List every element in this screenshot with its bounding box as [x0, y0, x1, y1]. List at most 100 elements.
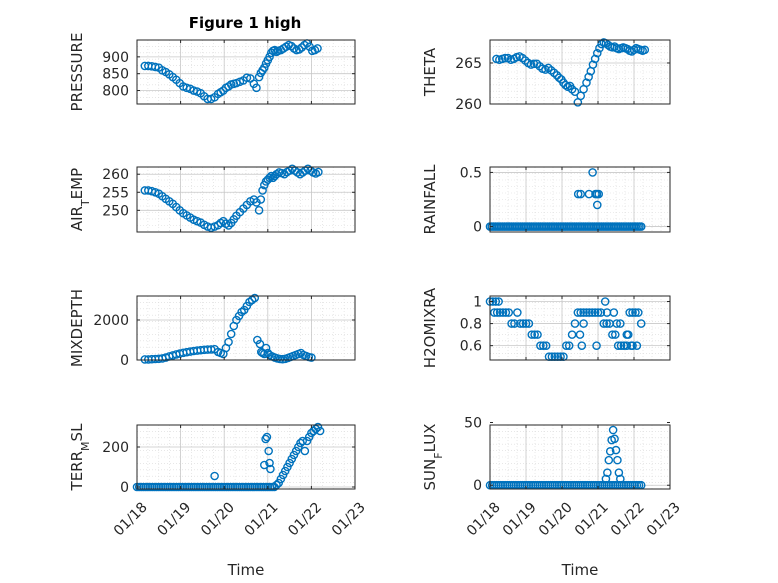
data-point — [587, 308, 597, 317]
data-point — [610, 330, 620, 339]
data-point — [554, 73, 564, 83]
data-point — [588, 60, 598, 69]
data-point — [219, 216, 228, 226]
data-point — [634, 308, 643, 317]
subplot-2: 260 265 THETA — [421, 38, 671, 113]
y-tick-label: 0 — [473, 220, 482, 236]
data-point — [592, 200, 602, 210]
data-point — [510, 319, 519, 328]
data-point — [492, 308, 502, 317]
data-point — [564, 341, 574, 350]
data-point — [592, 341, 601, 350]
data-point — [256, 195, 266, 204]
data-point — [300, 446, 310, 456]
data-point — [592, 48, 602, 58]
data-point — [182, 83, 192, 93]
data-point — [518, 319, 528, 328]
data-point — [628, 308, 637, 317]
data-point — [255, 339, 265, 349]
y-tick-label: 0 — [473, 478, 482, 494]
data-point — [632, 341, 642, 350]
data-point — [604, 455, 614, 465]
data-point — [613, 341, 623, 350]
data-point — [258, 186, 267, 195]
data-point — [513, 308, 522, 317]
y-tick-label: 250 — [102, 203, 129, 219]
y-axis-label: TERRMSL — [68, 423, 92, 492]
data-point — [298, 436, 307, 446]
y-tick-label: 200 — [102, 440, 129, 456]
data-point — [625, 308, 634, 317]
data-point — [605, 447, 615, 456]
y-label-subscript: M — [79, 441, 92, 451]
y-axis-label: H2OMIXRA — [421, 287, 439, 368]
y-label-part: TERR — [68, 451, 86, 492]
y-tick-label: 0 — [120, 353, 129, 369]
data-point — [573, 189, 583, 199]
data-point — [576, 308, 586, 317]
y-axis-label: AIRTEMP — [68, 168, 92, 231]
y-tick-label: 800 — [102, 84, 129, 100]
y-axis-label: MIXDEPTH — [68, 289, 86, 367]
figure-title: Figure 1 high — [189, 14, 302, 32]
data-point — [584, 189, 594, 199]
x-axis-label: Time — [227, 561, 265, 579]
data-point — [567, 330, 577, 339]
data-point — [261, 343, 271, 353]
data-point — [530, 330, 539, 339]
data-point — [498, 308, 508, 317]
data-point — [504, 308, 514, 317]
data-point — [595, 43, 604, 53]
data-point — [629, 45, 639, 55]
data-point — [631, 308, 640, 317]
x-axis-label: Time — [561, 561, 599, 579]
y-axis-label: SUNFLUX — [421, 424, 445, 491]
data-point — [610, 434, 619, 444]
data-point — [582, 78, 591, 87]
data-point — [494, 297, 503, 306]
data-point — [501, 308, 511, 317]
data-point — [219, 86, 228, 95]
data-point — [623, 330, 633, 339]
axes-box — [136, 166, 356, 233]
data-point — [612, 319, 622, 328]
data-point — [151, 62, 160, 72]
data-point — [585, 308, 594, 317]
y-tick-label: 0.6 — [460, 339, 482, 355]
data-point — [313, 44, 322, 53]
data-point — [210, 471, 219, 481]
data-point — [609, 308, 619, 317]
data-point — [266, 464, 275, 474]
y-tick-label: 0.8 — [460, 317, 482, 333]
data-point — [640, 45, 650, 55]
y-label-part: SL — [68, 423, 86, 442]
y-tick-label: 50 — [464, 415, 482, 431]
data-point — [622, 341, 632, 350]
y-tick-label: 0.5 — [460, 165, 482, 181]
data-point — [596, 308, 606, 317]
y-tick-label: 2000 — [93, 313, 129, 329]
axes-box — [136, 424, 356, 490]
data-point — [265, 173, 274, 183]
data-point — [261, 434, 270, 444]
data-point — [594, 189, 604, 199]
data-point — [495, 308, 505, 317]
data-point — [570, 319, 580, 328]
data-point — [314, 167, 323, 177]
data-point — [541, 341, 551, 350]
data-point — [189, 86, 198, 95]
y-label-part: SUN — [421, 459, 439, 491]
data-point — [315, 426, 325, 436]
data-point — [254, 72, 264, 82]
axes-box — [489, 166, 671, 233]
axes-box — [489, 295, 671, 361]
data-point — [579, 319, 588, 328]
axes-box — [136, 295, 356, 361]
data-point — [488, 297, 498, 306]
y-axis-label: THETA — [421, 47, 439, 97]
data-point — [599, 319, 609, 328]
data-point — [579, 308, 588, 317]
data-point — [628, 341, 637, 350]
